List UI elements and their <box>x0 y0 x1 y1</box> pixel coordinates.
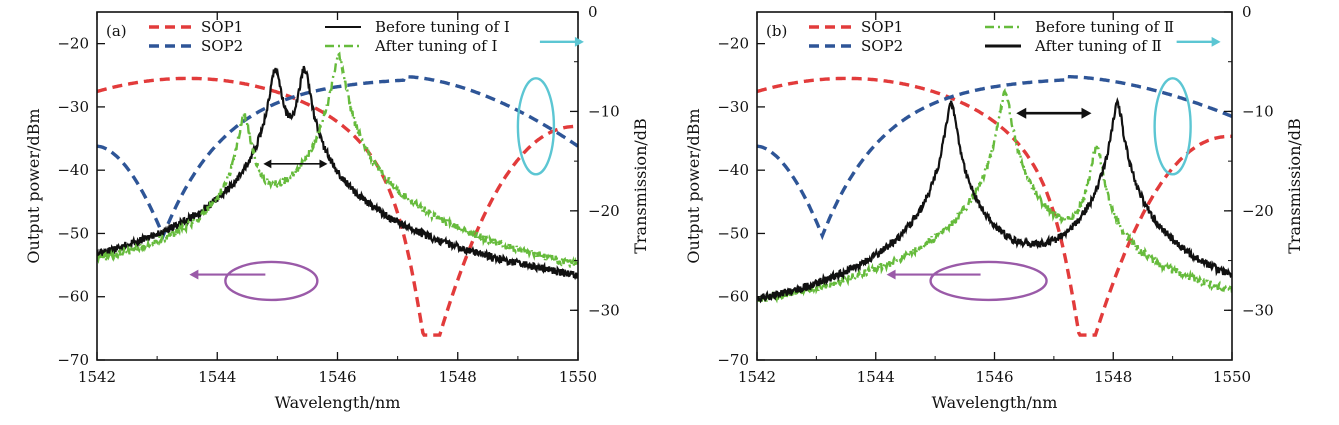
plot-area <box>97 51 578 337</box>
panel-a: 1542 1544 1546 1548 1550 −70 −60 −50 −40 −30 −20 −3… <box>24 3 650 412</box>
series-black-spectrum-line <box>757 96 1232 304</box>
y-left-tick-label: −20 <box>717 35 749 53</box>
y-right-tick-label: −10 <box>1242 102 1274 120</box>
x-tick-label: 1542 <box>78 368 116 386</box>
x-tick-label: 1544 <box>198 368 236 386</box>
y-left-tick-label: −30 <box>57 98 89 116</box>
x-axis-label: Wavelength/nm <box>275 393 401 412</box>
x-tick-label: 1550 <box>559 368 597 386</box>
x-axis-label: Wavelength/nm <box>932 393 1058 412</box>
x-tick-label: 1544 <box>857 368 895 386</box>
series-sop1-line <box>757 76 1232 337</box>
y-right-tick-label: −20 <box>1242 202 1274 220</box>
x-tick-label: 1548 <box>439 368 477 386</box>
panel-b: 1542 1544 1546 1548 1550 −70 −60 −50 −40 −30 −20 −3… <box>684 3 1304 412</box>
y-left-tick-label: −40 <box>57 161 89 179</box>
legend-sop1-label: SOP1 <box>201 18 243 36</box>
y-right-tick-label: −30 <box>1242 301 1274 319</box>
panel-label: (a) <box>106 22 127 40</box>
y-left-tick-label: −40 <box>717 161 749 179</box>
legend-before-label: Before tuning of Ⅱ <box>1035 18 1174 36</box>
y-left-tick-label: −30 <box>717 98 749 116</box>
y-right-axis-label: Transmission/dB <box>1285 118 1304 254</box>
y-right-tick-label: −30 <box>588 301 620 319</box>
series-green-spectrum-line <box>97 51 578 269</box>
arrowhead <box>319 159 328 169</box>
arrowhead <box>574 36 584 47</box>
plot-area <box>757 74 1232 337</box>
y-left-tick-label: −50 <box>717 224 749 242</box>
x-tick-label: 1542 <box>738 368 776 386</box>
legend-sop2-label: SOP2 <box>201 37 243 55</box>
y-left-axis-label: Output power/dBm <box>684 108 703 263</box>
x-tick-label: 1548 <box>1094 368 1132 386</box>
arrowhead <box>1211 36 1221 47</box>
plot-frame <box>96 11 579 361</box>
annotations <box>886 36 1221 302</box>
arrowhead <box>263 159 272 169</box>
y-left-tick-label: −50 <box>57 224 89 242</box>
y-left-tick-label: −70 <box>717 351 749 369</box>
arrowhead <box>886 269 896 280</box>
y-right-tick-label: 0 <box>588 3 598 21</box>
y-right-tick-label: −10 <box>588 102 620 120</box>
right-axis-indicator-ellipse <box>1153 77 1192 176</box>
y-left-axis-label: Output power/dBm <box>24 108 43 263</box>
series-black-spectrum-line <box>97 65 578 281</box>
x-tick-label: 1546 <box>975 368 1013 386</box>
arrowhead <box>1016 107 1027 119</box>
legend-sop1-label: SOP1 <box>861 18 903 36</box>
y-right-axis-label: Transmission/dB <box>631 118 650 254</box>
series-sop2-line <box>757 74 1232 241</box>
arrowhead <box>1081 107 1092 119</box>
legend-after-label: After tuning of Ⅱ <box>1034 37 1162 55</box>
legend-after-label: After tuning of Ⅰ <box>374 37 497 55</box>
y-right-tick-label: 0 <box>1242 3 1252 21</box>
y-left-tick-label: −70 <box>57 351 89 369</box>
series-green-spectrum-line <box>757 87 1232 305</box>
y-left-tick-label: −60 <box>717 288 749 306</box>
y-left-tick-label: −60 <box>57 288 89 306</box>
right-axis-indicator-ellipse <box>516 77 556 176</box>
series-sop1-line <box>97 76 578 337</box>
left-axis-indicator-ellipse <box>224 260 319 302</box>
x-tick-label: 1546 <box>318 368 356 386</box>
legend-sop2-label: SOP2 <box>861 37 903 55</box>
annotations <box>189 36 584 302</box>
y-right-tick-label: −20 <box>588 202 620 220</box>
arrowhead <box>189 269 199 280</box>
series-sop2-line <box>97 74 578 241</box>
x-tick-label: 1550 <box>1213 368 1251 386</box>
panel-label: (b) <box>766 22 787 40</box>
y-left-tick-label: −20 <box>57 35 89 53</box>
legend-before-label: Before tuning of Ⅰ <box>375 18 510 36</box>
left-axis-indicator-ellipse <box>929 260 1048 302</box>
